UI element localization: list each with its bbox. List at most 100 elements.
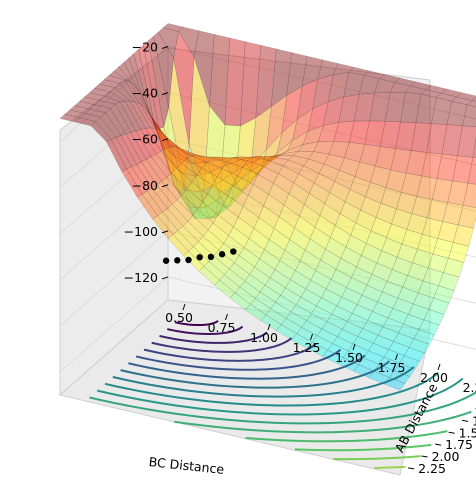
surface-patch	[194, 214, 216, 219]
surface-patch	[240, 169, 262, 191]
surface-patch	[237, 167, 259, 185]
surface-patch	[318, 163, 340, 182]
surface-patch	[269, 228, 290, 251]
surface-patch	[140, 128, 162, 155]
surface-patch	[339, 157, 361, 177]
surface-patch	[365, 230, 387, 252]
surface-patch	[167, 204, 189, 227]
surface-patch	[386, 223, 408, 245]
surface-patch	[328, 141, 350, 159]
surface-patch	[243, 238, 265, 260]
surface-patch	[388, 341, 410, 356]
surface-patch	[452, 155, 474, 184]
y-tick-label: 1.50	[459, 425, 476, 440]
z-tick	[161, 230, 169, 234]
surface-patch	[255, 45, 277, 119]
surface-patch	[252, 156, 274, 161]
surface-patch	[164, 152, 186, 191]
surface-patch	[389, 82, 411, 93]
surface-patch	[214, 279, 236, 299]
z-tick-label: −80	[132, 178, 158, 193]
surface-patch	[191, 174, 213, 195]
surface-patch	[310, 270, 332, 290]
surface-patch	[425, 85, 447, 94]
surface-patch	[244, 274, 266, 293]
contour-line	[112, 366, 415, 398]
surface-patch	[172, 230, 194, 252]
surface-patch	[346, 313, 368, 329]
surface-patch	[128, 53, 150, 111]
surface-patch	[467, 157, 476, 185]
surface-patch	[170, 146, 192, 160]
surface-patch	[358, 74, 380, 95]
surface-patch	[123, 57, 145, 101]
surface-patch	[230, 166, 252, 206]
surface-patch	[431, 97, 453, 125]
surface-patch	[354, 161, 376, 183]
surface-patch	[119, 79, 141, 105]
surface-patch	[138, 44, 160, 129]
surface-patch	[377, 291, 399, 309]
contour-line	[143, 343, 317, 362]
surface-patch	[248, 228, 270, 250]
surface-patch	[204, 105, 226, 193]
surface-patch	[150, 127, 172, 149]
surface-patch	[114, 82, 136, 103]
surface-patch	[238, 206, 259, 229]
z-tick-label: −100	[124, 224, 158, 239]
surface-patch	[315, 259, 337, 280]
surface-patch	[279, 250, 301, 271]
surface-patch	[415, 93, 437, 124]
surface-patch	[148, 36, 169, 128]
surface-patch	[407, 262, 429, 282]
surface-patch	[113, 66, 135, 86]
surface-patch	[274, 260, 296, 280]
surface-patch	[130, 130, 152, 160]
x-tick-label: 1.25	[293, 340, 321, 355]
surface-patch	[227, 185, 249, 207]
surface-patch	[401, 172, 422, 197]
surface-patch	[64, 109, 86, 119]
surface-patch	[109, 87, 131, 102]
surface-patch	[280, 318, 302, 334]
surface-patch	[267, 156, 289, 167]
surface-patch	[271, 140, 293, 161]
surface-patch	[256, 153, 278, 175]
surface-patch	[290, 304, 312, 321]
surface-patch	[266, 95, 287, 151]
surface-patch	[353, 92, 375, 122]
y-tick	[435, 443, 442, 446]
surface-patch	[299, 204, 321, 228]
surface-patch	[382, 280, 403, 299]
surface-patch	[350, 222, 372, 244]
surface-patch	[260, 314, 282, 331]
surface-patch	[219, 124, 241, 193]
trajectory-point	[185, 256, 192, 264]
surface-patch	[84, 92, 106, 101]
surface-patch	[387, 308, 409, 325]
surface-patch	[131, 164, 153, 192]
surface-patch	[120, 101, 142, 132]
surface-patch	[120, 133, 142, 165]
x-tick-label: 0.50	[165, 310, 193, 325]
surface-patch	[316, 328, 338, 344]
surface-patch	[253, 217, 275, 240]
surface-patch	[285, 311, 307, 328]
surface-patch	[402, 275, 424, 294]
surface-patch	[308, 151, 330, 165]
surface-patch	[166, 172, 188, 195]
trajectory-point	[174, 257, 181, 264]
surface-patch	[280, 287, 302, 305]
surface-patch	[440, 88, 463, 98]
surface-patch	[90, 121, 112, 142]
surface-patch	[421, 152, 443, 179]
surface-patch	[136, 193, 158, 220]
surface-patch	[400, 92, 422, 123]
surface-patch	[396, 191, 417, 214]
surface-patch	[320, 248, 342, 270]
surface-patch	[337, 329, 359, 345]
trajectory-point	[218, 251, 226, 258]
surface-patch	[84, 108, 107, 118]
surface-patch	[265, 308, 287, 325]
surface-patch	[356, 294, 378, 312]
